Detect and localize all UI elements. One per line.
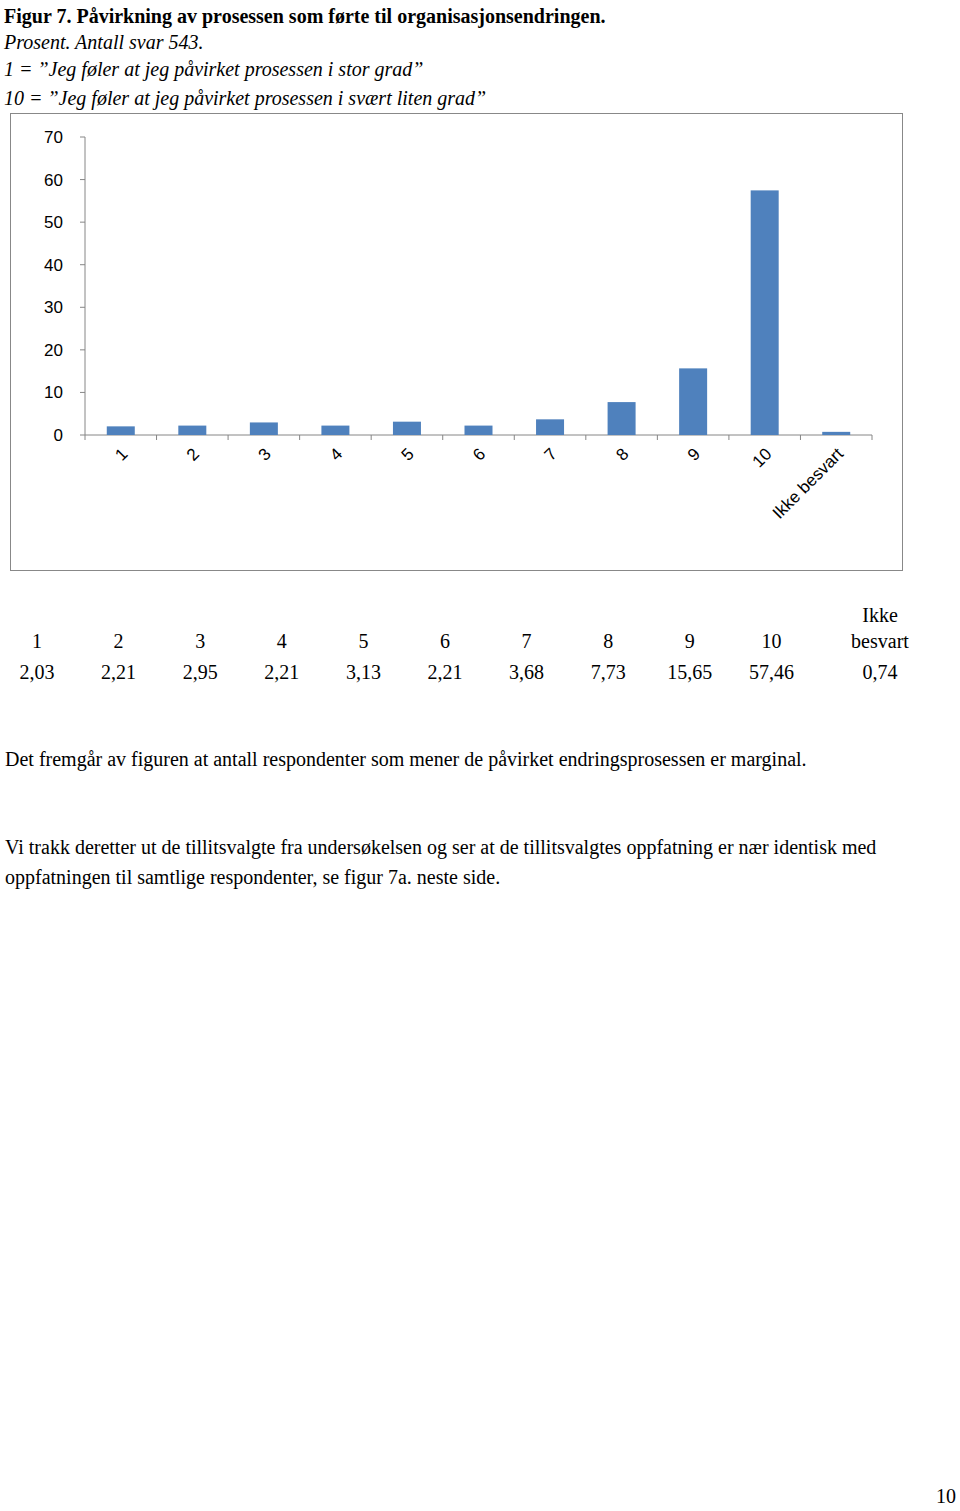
y-tick bbox=[80, 307, 85, 308]
x-tick bbox=[728, 435, 729, 440]
bar bbox=[321, 426, 349, 435]
scale-note: 1 = ”Jeg føler at jeg påvirket prosessen… bbox=[4, 57, 423, 81]
table-header-cell: 2 bbox=[79, 628, 159, 654]
y-tick bbox=[80, 349, 85, 350]
y-tick-label: 60 bbox=[44, 171, 63, 190]
x-tick bbox=[228, 435, 229, 440]
x-tick bbox=[872, 435, 873, 440]
x-tick-label: 8 bbox=[612, 444, 632, 464]
table-value-cell: 15,65 bbox=[645, 659, 735, 685]
y-tick-label: 40 bbox=[44, 256, 63, 275]
bar bbox=[679, 368, 707, 435]
x-tick bbox=[657, 435, 658, 440]
y-tick-label: 50 bbox=[44, 213, 63, 232]
y-tick-label: 10 bbox=[44, 383, 63, 402]
table-header-cell: 1 bbox=[0, 628, 77, 654]
bar bbox=[465, 426, 493, 435]
table-value-cell: 2,03 bbox=[0, 659, 82, 685]
table-value-cell: 2,21 bbox=[400, 659, 490, 685]
y-tick bbox=[80, 222, 85, 223]
x-tick-label: 10 bbox=[749, 444, 776, 471]
y-axis bbox=[85, 137, 86, 435]
table-value-cell: 0,74 bbox=[835, 659, 925, 685]
x-tick bbox=[514, 435, 515, 440]
y-tick bbox=[80, 137, 85, 138]
x-tick bbox=[156, 435, 157, 440]
paragraph: Det fremgår av figuren at antall respond… bbox=[5, 744, 950, 774]
y-tick-label: 20 bbox=[44, 341, 63, 360]
y-tick bbox=[80, 392, 85, 393]
table-value-cell: 3,68 bbox=[482, 659, 572, 685]
table-header-cell: 4 bbox=[242, 628, 322, 654]
bar bbox=[751, 190, 779, 435]
table-value-cell: 3,13 bbox=[318, 659, 408, 685]
chart-frame bbox=[11, 114, 903, 571]
bar bbox=[393, 422, 421, 435]
y-tick-label: 30 bbox=[44, 298, 63, 317]
table-value-cell: 2,21 bbox=[237, 659, 327, 685]
y-tick bbox=[80, 179, 85, 180]
chart: 01020304050607012345678910Ikke besvart bbox=[0, 0, 960, 600]
bar bbox=[107, 426, 135, 435]
x-tick bbox=[442, 435, 443, 440]
table-header-cell: 7 bbox=[487, 628, 567, 654]
y-tick bbox=[80, 435, 85, 436]
table-value-cell: 2,95 bbox=[155, 659, 245, 685]
x-tick bbox=[299, 435, 300, 440]
x-tick-label: Ikke besvart bbox=[769, 444, 847, 522]
table-header-cell: 6 bbox=[405, 628, 485, 654]
x-tick bbox=[85, 435, 86, 440]
x-tick-label: 5 bbox=[398, 444, 418, 464]
figure-title: Figur 7. Påvirkning av prosessen som før… bbox=[4, 4, 606, 28]
table-header-cell: 10 bbox=[731, 628, 811, 654]
bar bbox=[178, 426, 206, 435]
table-value-cell: 7,73 bbox=[563, 659, 653, 685]
table-header-cell: 8 bbox=[568, 628, 648, 654]
page-number: 10 bbox=[936, 1484, 956, 1508]
y-tick-label: 0 bbox=[54, 426, 63, 445]
table-header-cell: Ikke besvart bbox=[837, 602, 923, 654]
x-tick-label: 2 bbox=[183, 444, 203, 464]
table-header-cell: 9 bbox=[650, 628, 730, 654]
scale-note: 10 = ”Jeg føler at jeg påvirket prosesse… bbox=[4, 86, 486, 110]
x-tick bbox=[585, 435, 586, 440]
y-tick-label: 70 bbox=[44, 128, 63, 147]
y-tick bbox=[80, 264, 85, 265]
x-tick-label: 4 bbox=[326, 444, 346, 464]
x-tick-label: 3 bbox=[255, 444, 275, 464]
bar bbox=[822, 432, 850, 435]
x-tick bbox=[800, 435, 801, 440]
bar bbox=[608, 402, 636, 435]
x-tick-label: 9 bbox=[684, 444, 704, 464]
x-tick-label: 6 bbox=[469, 444, 489, 464]
page: Figur 7. Påvirkning av prosessen som før… bbox=[0, 0, 960, 1511]
bar bbox=[250, 422, 278, 435]
bar bbox=[536, 419, 564, 435]
figure-subtitle: Prosent. Antall svar 543. bbox=[4, 30, 203, 54]
x-tick-label: 1 bbox=[111, 444, 131, 464]
bars bbox=[107, 190, 850, 435]
x-tick-label: 7 bbox=[541, 444, 561, 464]
x-tick bbox=[371, 435, 372, 440]
table-header-cell: 5 bbox=[323, 628, 403, 654]
table-header-cell: 3 bbox=[160, 628, 240, 654]
paragraph: Vi trakk deretter ut de tillitsvalgte fr… bbox=[5, 832, 950, 892]
table-value-cell: 57,46 bbox=[726, 659, 816, 685]
table-value-cell: 2,21 bbox=[74, 659, 164, 685]
